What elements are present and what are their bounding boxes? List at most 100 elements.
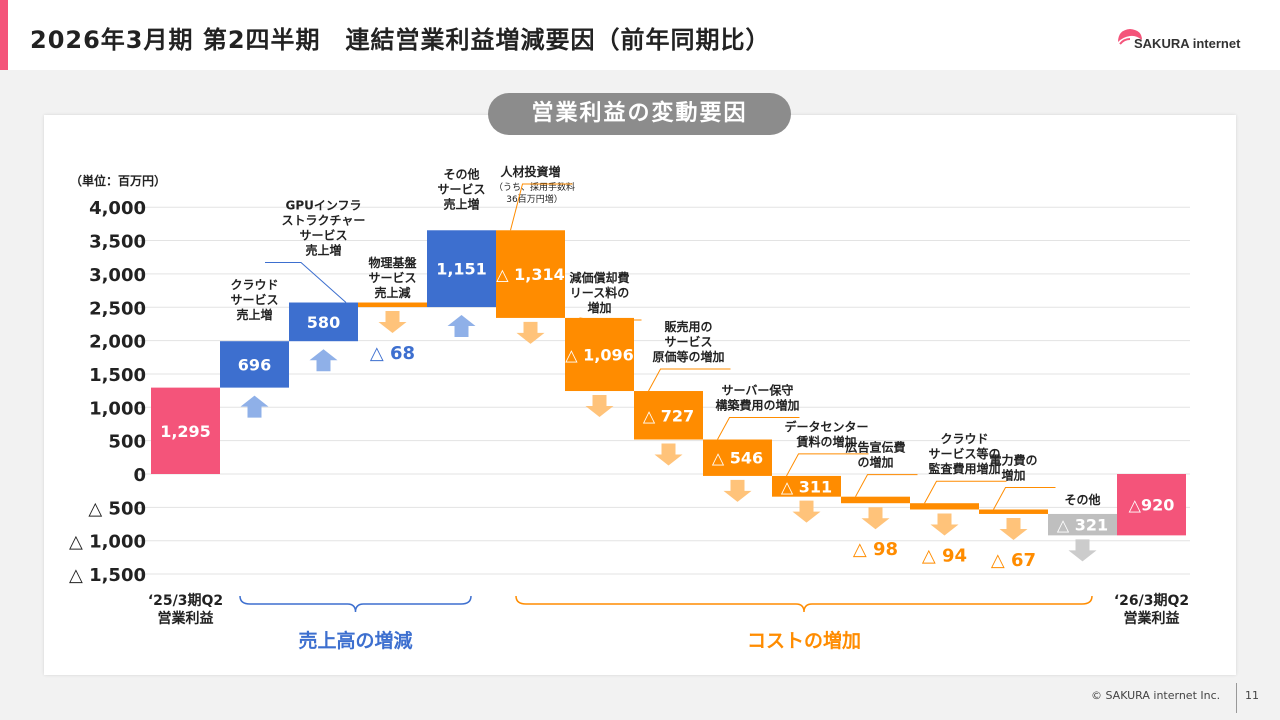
bar-value-label: △920 <box>1129 496 1175 515</box>
bar-description: その他 <box>1064 492 1100 507</box>
bar-description-note: （うち、採用手数料 <box>494 181 575 193</box>
bar-ad <box>841 496 910 504</box>
callout-line <box>510 183 573 231</box>
bar-value-label: △ 727 <box>643 406 694 425</box>
up-arrow-icon <box>309 349 338 372</box>
down-arrow-icon <box>930 513 959 536</box>
bar-description: 売上減 <box>374 285 410 300</box>
bar-cloud <box>220 341 289 388</box>
bar-description: データセンター <box>784 419 868 434</box>
bar-description: 電力費の <box>989 452 1037 467</box>
bar-description: サービス <box>437 181 485 196</box>
bar-other_svc <box>427 230 496 308</box>
bar-description: リース料の <box>570 285 629 300</box>
bar-description: 物理基盤 <box>368 255 417 270</box>
callout-line <box>924 480 1007 504</box>
bar-description: の増加 <box>857 455 893 470</box>
bar-description: 広告宣伝費 <box>845 440 905 455</box>
bar-description: 原価等の増加 <box>652 349 724 364</box>
page-number: 11 <box>1245 689 1259 702</box>
bar-physical <box>358 302 427 308</box>
callout-line <box>265 262 347 303</box>
bar-value-label: 1,151 <box>436 260 487 279</box>
up-arrow-icon <box>240 395 269 418</box>
sakura-logo-icon <box>1118 29 1142 45</box>
down-arrow-icon <box>861 507 890 530</box>
bar-description: クラウド <box>230 278 278 292</box>
footer-divider <box>1236 683 1237 713</box>
category-label: 営業利益 <box>158 610 214 627</box>
y-tick-label: 2,500 <box>89 298 146 319</box>
bar-value-label: 580 <box>307 313 340 332</box>
group-label: コストの増加 <box>747 629 861 652</box>
bar-description: サービス <box>230 292 278 307</box>
callout-line <box>855 474 918 497</box>
down-arrow-icon <box>585 395 614 418</box>
bar-personnel <box>496 230 565 318</box>
callout-line <box>648 368 731 392</box>
down-arrow-icon <box>378 311 407 334</box>
group-brace <box>515 595 1093 613</box>
header-accent <box>0 0 8 70</box>
bar-value-label: △ 321 <box>1057 516 1108 535</box>
down-arrow-icon <box>999 517 1028 540</box>
bar-description: 人材投資増 <box>500 164 560 179</box>
bar-description: 売上増 <box>305 243 341 258</box>
bar-dc <box>772 475 841 497</box>
bar-description: 売上増 <box>443 196 479 211</box>
bar-value-label: △ 546 <box>712 449 763 468</box>
category-label: ‘26/3期Q2 <box>1114 593 1189 609</box>
bar-description: 増加 <box>587 300 611 315</box>
logo-text: SAKURA internet <box>1134 36 1241 51</box>
bar-description: 賃料の増加 <box>795 434 856 449</box>
bar-description: その他 <box>443 166 479 181</box>
up-arrow-icon <box>447 315 476 338</box>
bar-value-label: △ 94 <box>922 545 967 566</box>
bar-description: 監査費用増加 <box>928 461 1000 476</box>
bar-value-label: △ 68 <box>370 343 415 364</box>
callout-line <box>717 417 800 440</box>
header-bar: 2026年3月期 第2四半期 連結営業利益増減要因（前年同期比） SAKURA … <box>0 0 1280 70</box>
bar-end <box>1117 474 1186 536</box>
unit-label: （単位：百万円） <box>70 173 166 188</box>
bar-value-label: 696 <box>238 355 271 374</box>
down-arrow-icon <box>654 443 683 466</box>
group-label: 売上高の増減 <box>298 629 412 652</box>
y-tick-label: 3,500 <box>89 232 146 253</box>
y-tick-label: 0 <box>133 465 146 486</box>
down-arrow-icon <box>516 321 545 344</box>
bar-description: サービス <box>368 270 416 285</box>
down-arrow-icon <box>792 500 821 523</box>
down-arrow-icon <box>1068 539 1097 562</box>
bar-description: サービス <box>664 334 712 349</box>
callout-line <box>579 317 642 321</box>
bar-value-label: △ 1,314 <box>496 265 564 284</box>
y-tick-label: △ 1,000 <box>69 532 146 553</box>
bar-start <box>151 387 220 474</box>
bar-cloud_cost <box>910 503 979 510</box>
bar-sales_cost <box>634 391 703 440</box>
bar-depreciation <box>565 317 634 392</box>
bar-description: 売上増 <box>236 307 272 322</box>
bar-others <box>1048 513 1117 536</box>
callout-line <box>786 453 869 477</box>
bar-server <box>703 439 772 476</box>
y-tick-label: △ 500 <box>88 498 146 519</box>
y-tick-label: 4,000 <box>89 198 146 219</box>
y-tick-label: 500 <box>108 432 146 453</box>
bar-description: ストラクチャー <box>282 214 366 228</box>
bar-description: GPUインフラ <box>285 199 361 213</box>
bar-description: サーバー保守 <box>722 383 794 398</box>
bar-value-label: 1,295 <box>160 422 211 441</box>
bar-description: 減価償却費 <box>569 270 629 285</box>
bar-description-note: 36百万円増） <box>506 193 562 205</box>
y-tick-label: △ 1,500 <box>69 565 146 586</box>
bar-power <box>979 509 1048 514</box>
bar-description: サービス等の <box>928 446 1000 461</box>
footer-copyright: © SAKURA internet Inc. <box>1091 689 1221 702</box>
bar-description: 増加 <box>1001 467 1025 482</box>
bar-gpu <box>289 302 358 342</box>
bar-value-label: △ 311 <box>781 477 832 496</box>
section-title: 営業利益の変動要因 <box>488 93 791 135</box>
